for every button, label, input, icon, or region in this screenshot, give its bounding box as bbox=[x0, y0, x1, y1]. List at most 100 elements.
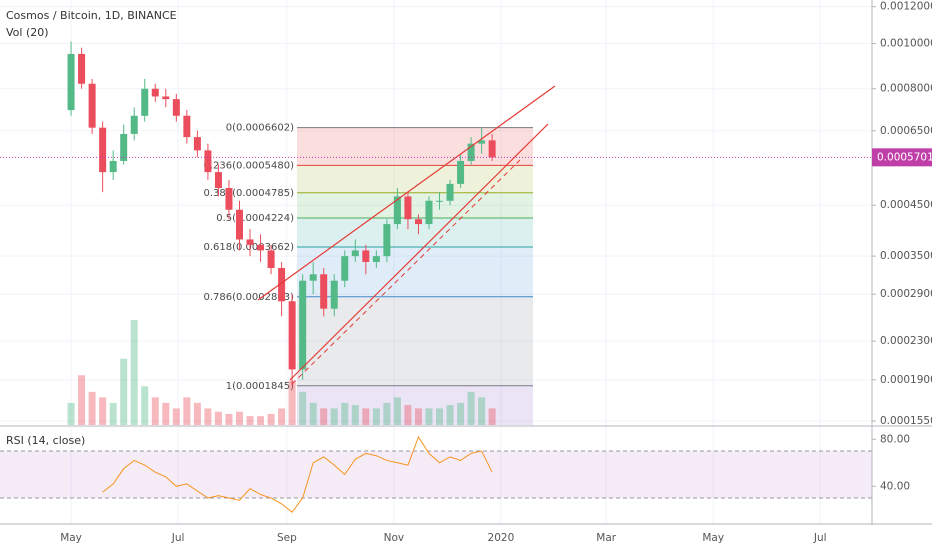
volume-bar bbox=[172, 408, 180, 425]
volume-bar bbox=[278, 408, 286, 425]
candle-body bbox=[67, 53, 75, 111]
rsi-title: RSI (14, close) bbox=[6, 434, 85, 447]
candle-body bbox=[393, 196, 401, 225]
last-price-label: 0.0005701 bbox=[877, 151, 932, 163]
candle-body bbox=[88, 83, 96, 128]
volume-bar bbox=[414, 408, 422, 425]
candle-body bbox=[404, 196, 412, 220]
candle-body bbox=[204, 150, 212, 173]
volume-bar bbox=[88, 391, 96, 425]
candle-body bbox=[183, 115, 191, 138]
fib-zone bbox=[297, 165, 533, 193]
candle-body bbox=[172, 99, 180, 116]
volume-bar bbox=[214, 411, 222, 425]
candle-body bbox=[341, 256, 349, 281]
y-tick-label: 0.0001900 bbox=[880, 374, 932, 386]
x-tick-label: Sep bbox=[277, 532, 297, 544]
fib-label: 0.618(0.0003662) bbox=[203, 242, 294, 253]
volume-bar bbox=[193, 402, 201, 425]
candle-body bbox=[457, 160, 465, 184]
candle-body bbox=[257, 244, 265, 251]
volume-bar bbox=[372, 408, 380, 425]
volume-bar bbox=[362, 408, 370, 425]
fib-label: 0.382(0.0004785) bbox=[203, 188, 294, 199]
y-tick-label: 0.0001550 bbox=[880, 415, 932, 427]
candle-body bbox=[120, 133, 128, 161]
fib-label: 1(0.0001845) bbox=[226, 381, 294, 392]
volume-bar bbox=[120, 358, 128, 425]
candle-body bbox=[235, 209, 243, 240]
y-tick-label: 0.0002300 bbox=[880, 335, 932, 347]
volume-bar bbox=[67, 402, 75, 425]
volume-bar bbox=[151, 397, 159, 425]
x-tick-label: Mar bbox=[596, 532, 616, 544]
channel-lower bbox=[289, 123, 549, 381]
x-tick-label: Jul bbox=[813, 532, 827, 544]
volume-bar bbox=[99, 397, 107, 425]
volume-bar bbox=[488, 408, 496, 425]
volume-bar bbox=[478, 397, 486, 425]
volume-bar bbox=[446, 405, 454, 425]
candle-body bbox=[109, 160, 117, 173]
candle-body bbox=[414, 219, 422, 225]
candle-body bbox=[299, 280, 307, 370]
candle-body bbox=[267, 250, 275, 269]
fib-label: 0.236(0.0005480) bbox=[203, 160, 294, 171]
candle-body bbox=[446, 183, 454, 201]
x-tick-label: May bbox=[702, 532, 724, 544]
candle-body bbox=[309, 274, 317, 281]
volume-label: Vol (20) bbox=[6, 26, 49, 39]
channel-upper bbox=[257, 85, 556, 301]
candle-body bbox=[278, 268, 286, 302]
volume-bar bbox=[162, 402, 170, 425]
candle-body bbox=[330, 280, 338, 309]
candle-body bbox=[436, 200, 444, 202]
candle-body bbox=[467, 143, 475, 161]
candle-body bbox=[425, 200, 433, 225]
candle-body bbox=[193, 137, 201, 151]
candle-body bbox=[78, 53, 86, 84]
x-tick-label: Jul bbox=[171, 532, 185, 544]
volume-bar bbox=[299, 391, 307, 425]
volume-bar bbox=[351, 405, 359, 425]
chart-title: Cosmos / Bitcoin, 1D, BINANCE bbox=[6, 9, 177, 22]
x-tick-label: May bbox=[60, 532, 82, 544]
volume-bar bbox=[320, 408, 328, 425]
volume-bar bbox=[309, 402, 317, 425]
candle-body bbox=[362, 250, 370, 262]
last-price-box bbox=[872, 148, 932, 167]
fib-label: 0(0.0006602) bbox=[226, 123, 294, 134]
candle-body bbox=[214, 172, 222, 188]
volume-bar bbox=[436, 408, 444, 425]
fib-zone bbox=[297, 127, 533, 166]
rsi-line bbox=[102, 435, 493, 513]
y-tick-label: 0.0004500 bbox=[880, 199, 932, 211]
rsi-pane: 80.00 40.00 bbox=[0, 433, 910, 513]
candle-body bbox=[383, 224, 391, 257]
volume-bar bbox=[330, 408, 338, 425]
volume-bar bbox=[204, 408, 212, 425]
volume-bar bbox=[183, 397, 191, 425]
candle-body bbox=[288, 301, 296, 370]
candle-body bbox=[351, 250, 359, 257]
y-tick-label: 0.0010000 bbox=[880, 38, 932, 50]
fib-zone bbox=[297, 296, 533, 386]
volume-bar bbox=[383, 402, 391, 425]
volume-bar bbox=[467, 391, 475, 425]
candle-body bbox=[320, 274, 328, 309]
x-tick-label: 2020 bbox=[488, 532, 515, 544]
volume-bar bbox=[246, 416, 254, 425]
candle-body bbox=[225, 187, 233, 210]
volume-bar bbox=[393, 397, 401, 425]
volume-bar bbox=[341, 402, 349, 425]
candle-body bbox=[162, 96, 170, 100]
y-tick-label: 0.0008000 bbox=[880, 83, 932, 95]
y-tick-label: 0.0002900 bbox=[880, 288, 932, 300]
volume-bar bbox=[457, 402, 465, 425]
y-tick-label: 0.0012000 bbox=[880, 1, 932, 13]
rsi-tick-label: 80.00 bbox=[880, 433, 910, 445]
volume-bar bbox=[109, 402, 117, 425]
fib-label: 0.786(0.0002863) bbox=[203, 292, 294, 303]
